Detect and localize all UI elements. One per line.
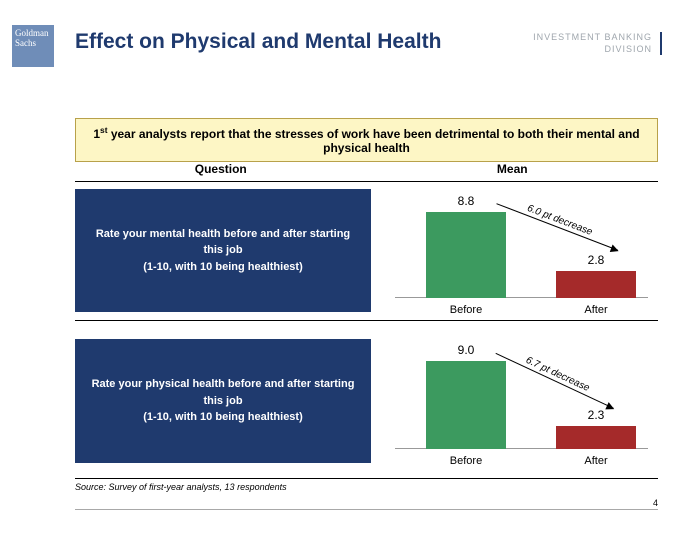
question-text: Rate your mental health before and after… bbox=[89, 226, 357, 259]
decrease-arrow: 6.0 pt decrease bbox=[496, 192, 622, 251]
bar-value-after: 2.3 bbox=[556, 408, 636, 422]
bar-value-before: 8.8 bbox=[426, 194, 506, 208]
header-question: Question bbox=[75, 160, 367, 181]
x-label-before: Before bbox=[426, 304, 506, 316]
question-cell: Rate your physical health before and aft… bbox=[75, 336, 371, 471]
page-number: 4 bbox=[653, 498, 658, 508]
callout-box: 1st year analysts report that the stress… bbox=[75, 118, 658, 162]
question-subtitle: (1-10, with 10 being healthiest) bbox=[89, 259, 357, 276]
question-box: Rate your mental health before and after… bbox=[75, 189, 371, 312]
arrow-line bbox=[496, 203, 618, 251]
row-mental-health: Rate your mental health before and after… bbox=[75, 186, 658, 321]
arrow-label: 6.0 pt decrease bbox=[497, 192, 622, 249]
bar-after: 2.3 bbox=[556, 426, 636, 449]
question-text: Rate your physical health before and aft… bbox=[89, 376, 357, 409]
bar-before: 8.8 bbox=[426, 212, 506, 298]
arrow-label: 6.7 pt decrease bbox=[496, 342, 618, 407]
department-label: INVESTMENT BANKING DIVISION bbox=[533, 32, 662, 55]
question-box: Rate your physical health before and aft… bbox=[75, 339, 371, 463]
x-label-after: After bbox=[556, 455, 636, 467]
question-subtitle: (1-10, with 10 being healthiest) bbox=[89, 409, 357, 426]
page-title: Effect on Physical and Mental Health bbox=[75, 30, 441, 54]
dept-line1: INVESTMENT BANKING bbox=[533, 32, 652, 44]
logo-line2: Sachs bbox=[15, 39, 51, 49]
bar-value-after: 2.8 bbox=[556, 253, 636, 267]
question-cell: Rate your mental health before and after… bbox=[75, 186, 371, 320]
x-label-after: After bbox=[556, 304, 636, 316]
row-physical-health: Rate your physical health before and aft… bbox=[75, 336, 658, 471]
x-label-before: Before bbox=[426, 455, 506, 467]
dept-line2: DIVISION bbox=[533, 44, 652, 56]
chart-mental: 8.8 Before 2.8 After 6.0 pt decrease bbox=[371, 186, 658, 320]
column-headers: Question Mean bbox=[75, 160, 658, 182]
chart-physical: 9.0 Before 2.3 After 6.7 pt decrease bbox=[371, 336, 658, 471]
footer-rule bbox=[75, 509, 658, 510]
brand-logo: Goldman Sachs bbox=[12, 25, 54, 67]
header-mean: Mean bbox=[367, 160, 659, 181]
decrease-arrow: 6.7 pt decrease bbox=[496, 342, 619, 409]
arrow-line bbox=[496, 353, 614, 409]
source-note: Source: Survey of first-year analysts, 1… bbox=[75, 478, 658, 492]
bar-value-before: 9.0 bbox=[426, 343, 506, 357]
bar-before: 9.0 bbox=[426, 361, 506, 449]
bar-after: 2.8 bbox=[556, 271, 636, 298]
